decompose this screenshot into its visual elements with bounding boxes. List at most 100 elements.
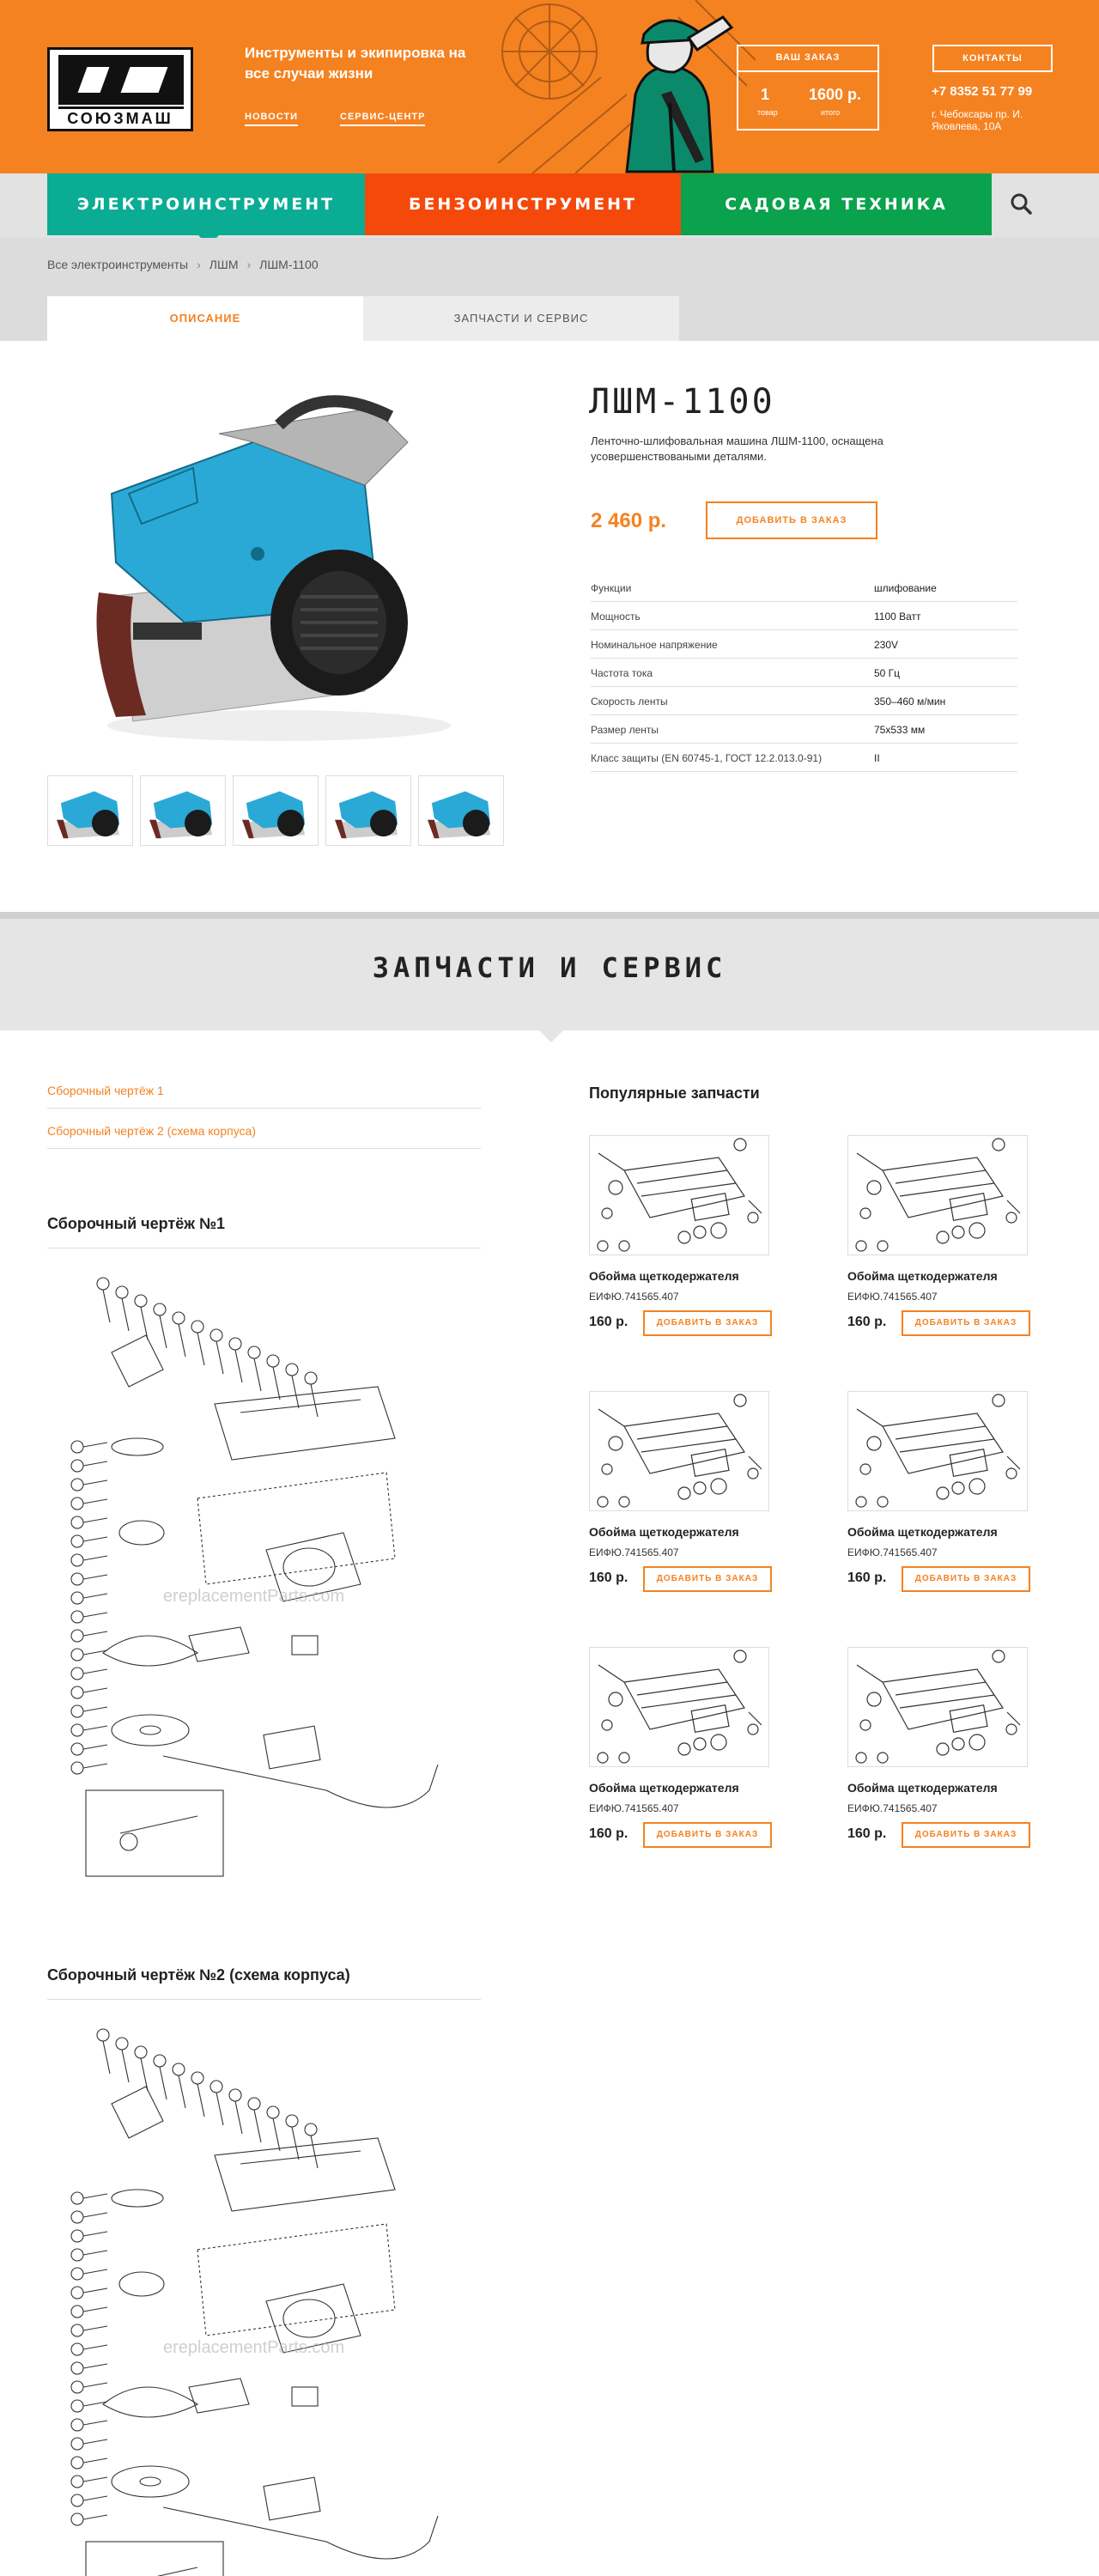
chevron-right-icon: › [246, 258, 252, 271]
drawing-2-title: Сборочный чертёж №2 (схема корпуса) [47, 1966, 350, 1984]
phone-number[interactable]: +7 8352 51 77 99 [932, 84, 1033, 99]
thumbnail[interactable] [325, 775, 411, 846]
product-image[interactable] [82, 391, 468, 751]
part-code: ЕИФЮ.741565.407 [589, 1291, 679, 1303]
divider [47, 1248, 481, 1249]
part-price: 160 р. [847, 1315, 887, 1329]
part-schematic [597, 1138, 762, 1252]
product-price: 2 460 р. [591, 509, 667, 532]
drawing-watermark: ereplacementParts.com [163, 1587, 345, 1606]
product-title: ЛШМ-1100 [589, 382, 775, 422]
spec-value: 230V [874, 639, 899, 651]
part-image[interactable] [847, 1391, 1045, 1528]
add-part-button[interactable]: Добавить в заказ [902, 1310, 1030, 1336]
site-header: СОЮЗМАШ Инструменты и экипировка на все … [0, 0, 1099, 173]
search-button[interactable] [992, 173, 1052, 235]
spec-key: Мощность [591, 611, 641, 623]
drawing-link-2[interactable]: Сборочный чертёж 2 (схема корпуса) [47, 1124, 481, 1149]
spec-row: Размер ленты 75х533 мм [591, 715, 1017, 744]
nav-gas-tools[interactable]: Бензоинструмент [365, 173, 681, 235]
spec-value: 50 Гц [874, 667, 901, 679]
part-image[interactable] [589, 1391, 786, 1528]
part-schematic [855, 1649, 1021, 1764]
parts-section-banner [0, 919, 1099, 1042]
tab-description[interactable]: Описание [47, 296, 363, 341]
product-description: Ленточно-шлифовальная машина ЛШМ-1100, о… [591, 434, 883, 463]
spec-table: Функции шлифование Мощность 1100 Ватт Номи… [591, 574, 1017, 772]
order-total-label: итого [821, 108, 841, 117]
part-name: Обойма щеткодержателя [589, 1269, 739, 1283]
spec-key: Функции [591, 582, 632, 594]
divider [0, 912, 1099, 919]
spec-value: 1100 Ватт [874, 611, 921, 623]
spec-value: II [874, 752, 880, 764]
order-total: 1600 р. [809, 86, 862, 103]
thumbnail-image [334, 791, 398, 839]
logo[interactable]: СОЮЗМАШ [47, 47, 193, 131]
part-name: Обойма щеткодержателя [847, 1781, 998, 1795]
part-price: 160 р. [589, 1826, 628, 1841]
spec-row: Класс защиты (EN 60745-1, ГОСТ 12.2.013.… [591, 744, 1017, 772]
part-image[interactable] [847, 1647, 1045, 1784]
part-name: Обойма щеткодержателя [847, 1525, 998, 1539]
part-code: ЕИФЮ.741565.407 [847, 1802, 938, 1814]
tab-parts-service[interactable]: Запчасти и сервис [363, 296, 679, 341]
part-code: ЕИФЮ.741565.407 [589, 1546, 679, 1558]
drawing-watermark: ereplacementParts.com [163, 2338, 345, 2357]
part-image[interactable] [589, 1647, 786, 1784]
part-price: 160 р. [589, 1571, 628, 1585]
contacts-button[interactable]: Контакты [932, 45, 1053, 72]
thumbnail-image [241, 791, 306, 839]
part-name: Обойма щеткодержателя [589, 1781, 739, 1795]
spec-key: Частота тока [591, 667, 653, 679]
logo-text: СОЮЗМАШ [67, 110, 173, 127]
part-code: ЕИФЮ.741565.407 [589, 1802, 679, 1814]
part-schematic [597, 1394, 762, 1508]
assembly-drawing-2[interactable] [69, 2026, 498, 2576]
part-schematic [597, 1649, 762, 1764]
address: г. Чебоксары пр. И. Яковлева, 10А [932, 108, 1023, 132]
breadcrumb-category[interactable]: ЛШМ [209, 258, 239, 271]
part-image[interactable] [589, 1135, 786, 1273]
spec-row: Скорость ленты 350–460 м/мин [591, 687, 1017, 715]
thumbnail-image [149, 791, 213, 839]
drawing-1-title: Сборочный чертёж №1 [47, 1215, 226, 1232]
add-part-button[interactable]: Добавить в заказ [643, 1310, 772, 1336]
add-to-order-button[interactable]: Добавить в заказ [706, 501, 877, 539]
nav-power-tools[interactable]: Электроинструмент [47, 173, 365, 246]
thumbnail-image [56, 791, 120, 839]
add-part-button[interactable]: Добавить в заказ [902, 1566, 1030, 1592]
add-part-button[interactable]: Добавить в заказ [643, 1822, 772, 1848]
part-price: 160 р. [847, 1826, 887, 1841]
parts-section-title: Запчасти и сервис [372, 951, 727, 984]
breadcrumb-all-tools[interactable]: Все электроинструменты [47, 258, 189, 271]
spec-row: Мощность 1100 Ватт [591, 602, 1017, 630]
order-title: Ваш заказ [738, 45, 877, 72]
nav-garden-equipment[interactable]: Садовая техника [681, 173, 992, 235]
thumbnail[interactable] [233, 775, 319, 846]
thumbnail[interactable] [418, 775, 504, 846]
drawing-link-1[interactable]: Сборочный чертёж 1 [47, 1084, 481, 1109]
order-count-label: товар [757, 108, 778, 117]
spec-key: Класс защиты (EN 60745-1, ГОСТ 12.2.013.… [591, 752, 823, 764]
order-widget[interactable]: Ваш заказ 1 товар 1600 р. итого [737, 45, 879, 131]
spec-key: Номинальное напряжение [591, 639, 718, 651]
assembly-drawing-1[interactable] [69, 1275, 498, 1885]
thumbnail[interactable] [140, 775, 226, 846]
add-part-button[interactable]: Добавить в заказ [902, 1822, 1030, 1848]
part-price: 160 р. [589, 1315, 628, 1329]
part-price: 160 р. [847, 1571, 887, 1585]
news-link[interactable]: Новости [245, 112, 299, 126]
part-name: Обойма щеткодержателя [847, 1269, 998, 1283]
thumbnail[interactable] [47, 775, 133, 846]
part-schematic [855, 1138, 1021, 1252]
worker-illustration [498, 0, 756, 173]
part-image[interactable] [847, 1135, 1045, 1273]
part-schematic [855, 1394, 1021, 1508]
spec-row: Номинальное напряжение 230V [591, 630, 1017, 659]
spec-row: Функции шлифование [591, 574, 1017, 602]
search-icon [1011, 193, 1032, 215]
chevron-right-icon: › [197, 258, 201, 271]
add-part-button[interactable]: Добавить в заказ [643, 1566, 772, 1592]
service-center-link[interactable]: Сервис-центр [340, 112, 426, 126]
